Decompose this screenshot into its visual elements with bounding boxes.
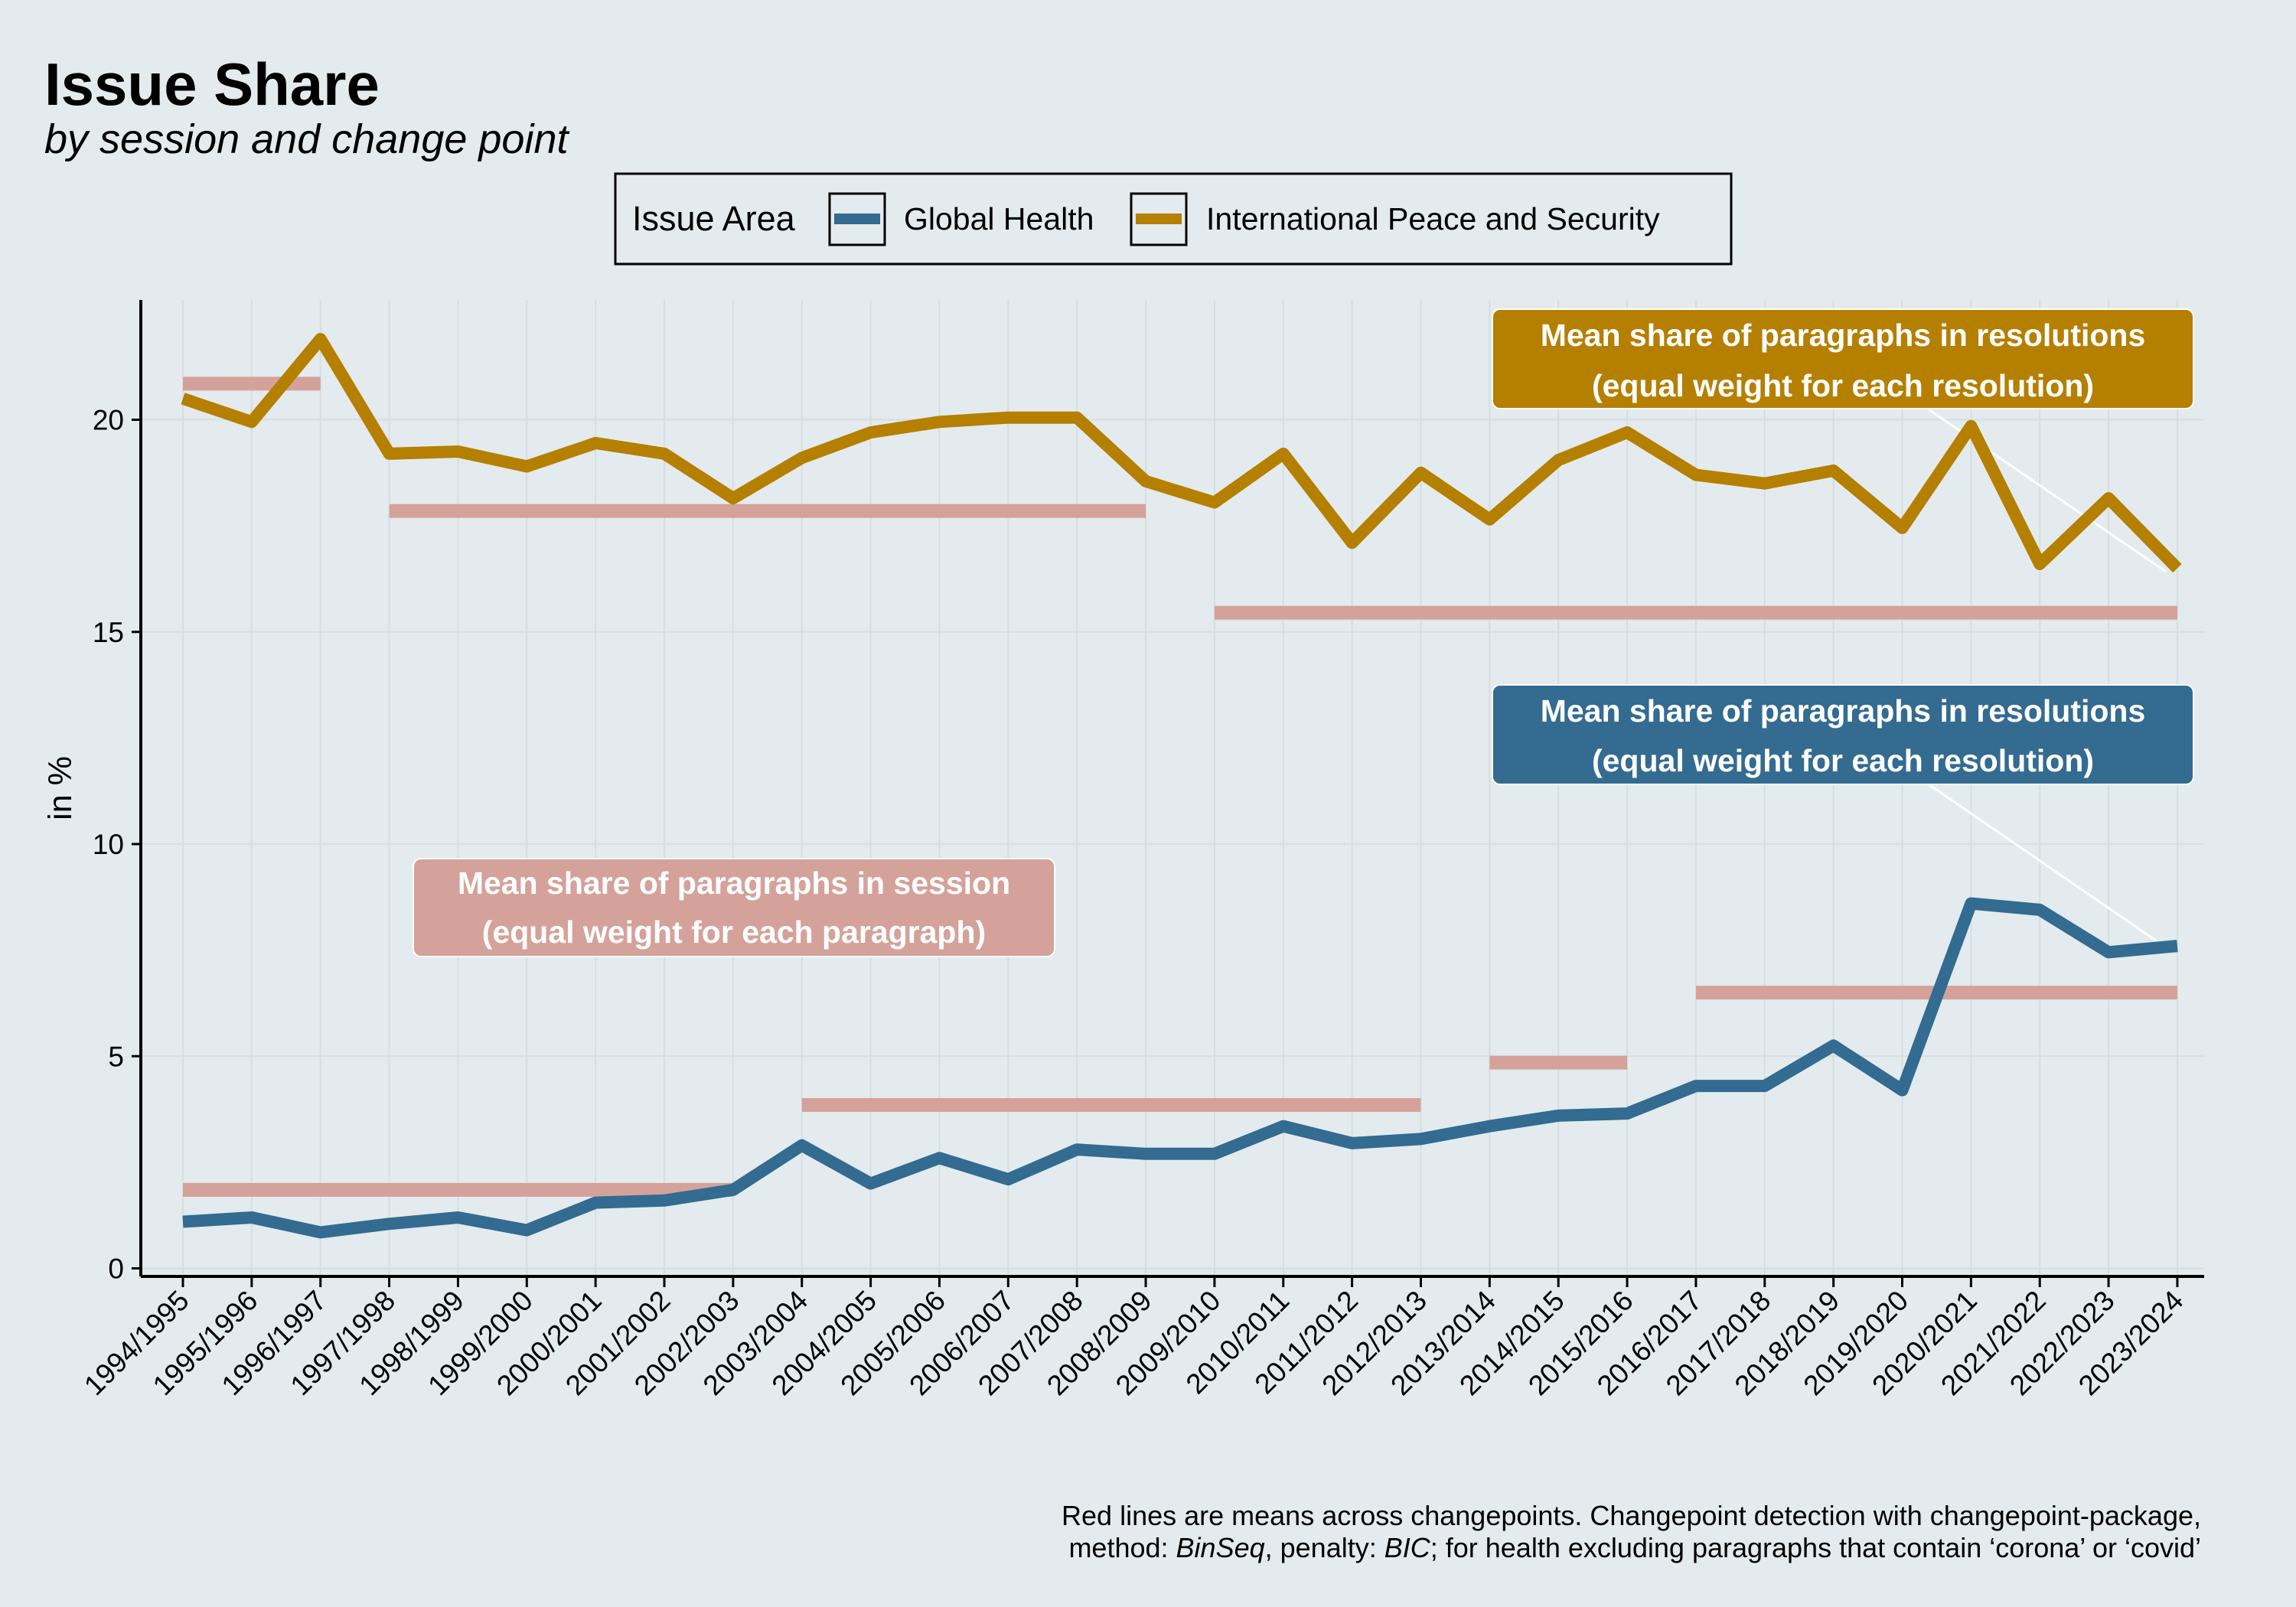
annotation-health: Mean share of paragraphs in resolutions … — [1492, 684, 2194, 785]
leader-line-health — [1928, 783, 2167, 949]
y-tick-label: 5 — [108, 1041, 124, 1072]
caption-line2-c: , penalty: — [1265, 1532, 1384, 1563]
caption-penalty: BIC — [1384, 1532, 1431, 1563]
annotation-health-box — [1492, 684, 2194, 785]
y-ticks: 0 5 10 15 20 — [93, 405, 141, 1285]
annotation-health-line2: (equal weight for each resolution) — [1592, 743, 2094, 778]
series-lines — [181, 333, 2182, 1239]
annotation-peace-line1: Mean share of paragraphs in resolutions — [1541, 318, 2146, 353]
x-ticks: 1994/19951995/19961996/19971997/19981998… — [78, 1276, 2190, 1401]
caption-line2-a: method: — [1068, 1532, 1176, 1563]
annotation-peace: Mean share of paragraphs in resolutions … — [1492, 308, 2194, 409]
caption-line1: Red lines are means across changepoints.… — [1062, 1500, 2201, 1531]
axes — [139, 300, 2204, 1278]
annotation-peace-box — [1492, 308, 2194, 409]
legend-title: Issue Area — [632, 199, 796, 238]
annotation-session-box — [413, 858, 1055, 957]
y-tick-label: 20 — [93, 405, 124, 436]
chart-subtitle: by session and change point — [44, 116, 569, 162]
y-tick-label: 15 — [93, 617, 124, 648]
y-tick-label: 0 — [108, 1253, 124, 1285]
annotation-session-line2: (equal weight for each paragraph) — [482, 914, 986, 950]
caption-line2: method: BinSeq, penalty: BIC; for health… — [1068, 1532, 2201, 1563]
caption-line2-e: ; for health excluding paragraphs that c… — [1430, 1532, 2201, 1563]
annotation-health-line1: Mean share of paragraphs in resolutions — [1541, 693, 2146, 729]
annotation-session: Mean share of paragraphs in session (equ… — [413, 858, 1055, 957]
annotation-peace-line2: (equal weight for each resolution) — [1592, 368, 2094, 403]
caption-method: BinSeq — [1176, 1532, 1265, 1563]
legend-label-peace-security: International Peace and Security — [1206, 201, 1660, 236]
y-tick-label: 10 — [93, 829, 124, 860]
chart-title: Issue Share — [44, 51, 380, 118]
y-axis-label: in % — [42, 756, 79, 820]
legend-label-global-health: Global Health — [904, 201, 1094, 236]
series-line-peace-security — [181, 333, 2182, 573]
annotation-session-line1: Mean share of paragraphs in session — [458, 865, 1010, 901]
series-line-global-health — [182, 897, 2178, 1239]
legend: Issue Area Global Health International P… — [614, 172, 1733, 266]
